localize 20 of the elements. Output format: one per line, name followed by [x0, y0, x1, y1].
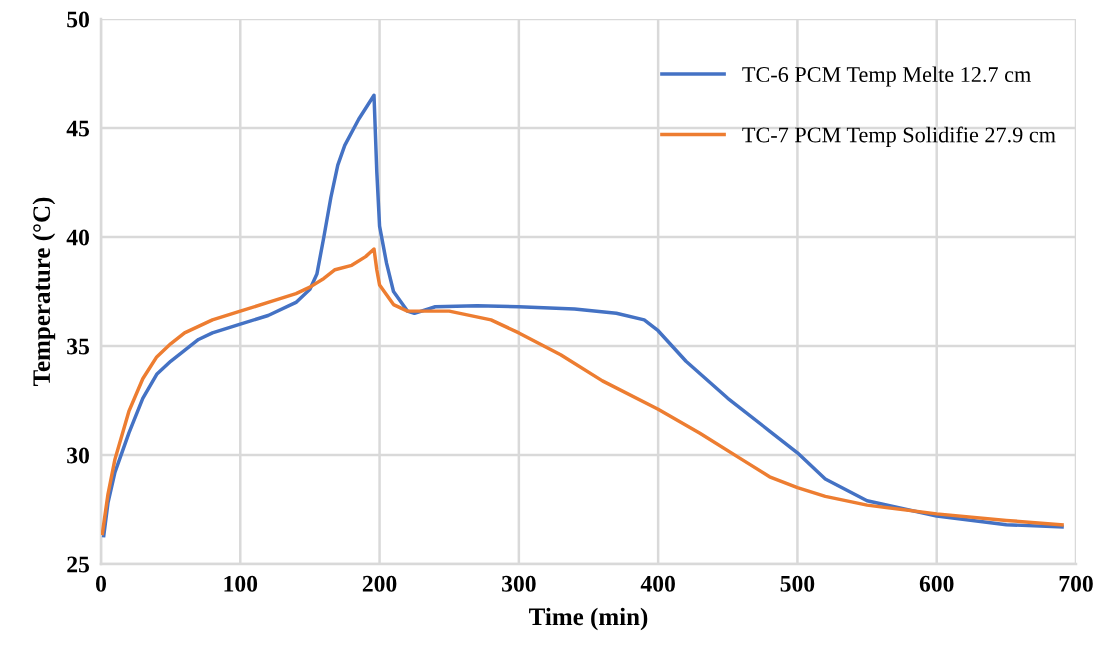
line-series [101, 247, 1064, 536]
y-tick-label: 50 [67, 11, 89, 28]
x-tick-label: 600 [919, 575, 954, 592]
legend-label: TC-6 PCM Temp Melte 12.7 cm [742, 66, 1031, 87]
y-tick-label: 40 [66, 229, 89, 246]
x-tick-label: 100 [224, 575, 258, 592]
y-axis-title: Temperature (°C) [32, 197, 56, 387]
legend-label: TC-7 PCM Temp Solidifie 27.9 cm [742, 126, 1056, 147]
x-tick-label: 0 [96, 575, 106, 592]
x-tick-label: 400 [640, 575, 675, 592]
y-tick-label: 45 [66, 120, 90, 137]
x-tick-label: 300 [502, 575, 536, 592]
y-tick-label: 30 [67, 447, 89, 464]
x-tick-label: 500 [780, 575, 815, 592]
y-tick-label: 25 [67, 556, 90, 573]
y-tick-label: 35 [67, 338, 90, 355]
x-tick-label: 200 [362, 575, 397, 592]
line-series [102, 93, 1064, 538]
x-tick-label: 700 [1059, 575, 1093, 592]
x-axis-title: Time (min) [529, 607, 648, 631]
